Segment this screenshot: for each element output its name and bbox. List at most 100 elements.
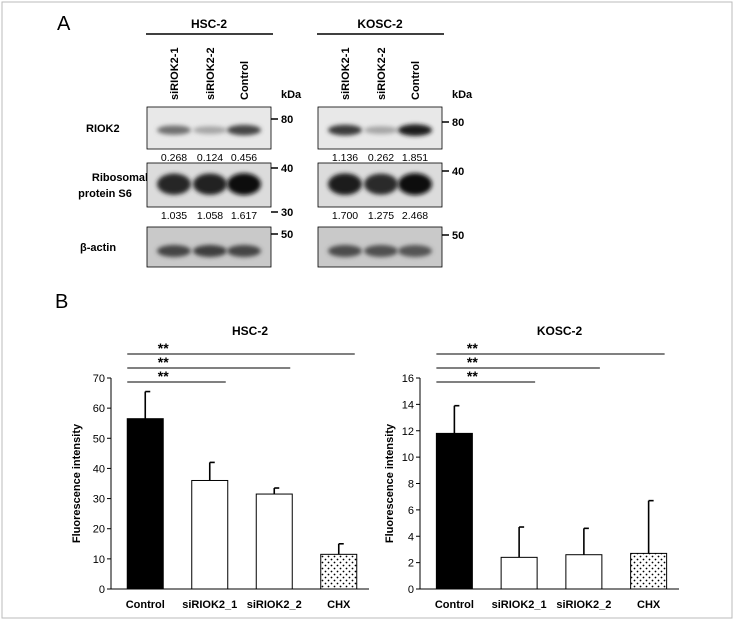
lane-label: Control bbox=[410, 61, 422, 100]
y-tick-label: 14 bbox=[402, 399, 414, 411]
kda-marker: 50 bbox=[281, 229, 293, 241]
blot-band bbox=[157, 245, 191, 257]
significance-label: ** bbox=[467, 340, 478, 356]
category-label: siRIOK2_1 bbox=[182, 599, 237, 611]
band-quantification: 1.035 bbox=[161, 210, 187, 222]
protein-label: Ribosomal bbox=[92, 172, 148, 184]
significance-label: ** bbox=[158, 368, 169, 384]
kda-marker: 40 bbox=[281, 163, 293, 175]
blot-band bbox=[398, 245, 432, 257]
lane-label: siRIOK2-1 bbox=[340, 47, 352, 100]
significance-label: ** bbox=[158, 340, 169, 356]
blot-band bbox=[193, 126, 227, 134]
y-tick-label: 50 bbox=[93, 433, 105, 445]
blot-band bbox=[328, 173, 362, 195]
y-tick-label: 20 bbox=[93, 524, 105, 536]
bar bbox=[565, 554, 603, 590]
band-quantification: 0.456 bbox=[231, 152, 257, 164]
bar bbox=[500, 556, 538, 590]
significance-label: ** bbox=[467, 354, 478, 370]
lane-label: Control bbox=[239, 61, 251, 100]
band-quantification: 1.851 bbox=[402, 152, 428, 164]
y-tick-label: 16 bbox=[402, 373, 414, 385]
protein-label: protein S6 bbox=[78, 188, 132, 200]
blot-band bbox=[227, 173, 261, 196]
blot-band bbox=[328, 124, 362, 136]
y-tick-label: 60 bbox=[93, 403, 105, 415]
panel-b-label: B bbox=[55, 291, 68, 313]
y-tick-label: 4 bbox=[408, 531, 414, 543]
bar-chart: KOSC-2 0 2 4 6 8 10 12 14 16 Fluorescence intensit… bbox=[384, 324, 679, 611]
band-quantification: 1.700 bbox=[332, 210, 358, 222]
band-quantification: 1.058 bbox=[197, 210, 223, 222]
band-quantification: 1.617 bbox=[231, 210, 257, 222]
band-quantification: 2.468 bbox=[402, 210, 428, 222]
panel-a-label: A bbox=[57, 13, 71, 35]
lane-label: siRIOK2-2 bbox=[376, 47, 388, 100]
band-quantification: 0.124 bbox=[197, 152, 223, 164]
blot-band bbox=[328, 245, 362, 257]
category-label: CHX bbox=[637, 599, 661, 611]
chart-title: KOSC-2 bbox=[537, 324, 583, 338]
blot-band bbox=[193, 173, 227, 195]
y-tick-label: 12 bbox=[402, 426, 414, 438]
bar-chart: HSC-2 0 10 20 30 40 50 60 70 Fluorescence intensi… bbox=[71, 324, 369, 611]
blot-band bbox=[364, 173, 398, 195]
blot-band bbox=[398, 124, 432, 136]
bar bbox=[191, 479, 229, 590]
blot-band bbox=[157, 125, 191, 135]
bar bbox=[435, 432, 473, 590]
kda-label: kDa bbox=[452, 89, 473, 101]
cell-line-header: HSC-2 bbox=[191, 17, 227, 31]
bar bbox=[255, 493, 293, 590]
protein-label: β-actin bbox=[80, 242, 116, 254]
y-tick-label: 6 bbox=[408, 505, 414, 517]
y-tick-label: 8 bbox=[408, 479, 414, 491]
bar bbox=[630, 552, 668, 590]
y-tick-label: 30 bbox=[93, 494, 105, 506]
band-quantification: 1.275 bbox=[368, 210, 394, 222]
y-tick-label: 2 bbox=[408, 558, 414, 570]
kda-label: kDa bbox=[281, 89, 302, 101]
y-tick-label: 0 bbox=[408, 584, 414, 596]
protein-label: RIOK2 bbox=[86, 123, 120, 135]
y-tick-label: 10 bbox=[402, 452, 414, 464]
y-tick-label: 40 bbox=[93, 463, 105, 475]
cell-line-header: KOSC-2 bbox=[357, 17, 403, 31]
y-axis-label: Fluorescence intensity bbox=[71, 423, 83, 543]
category-label: Control bbox=[435, 599, 474, 611]
y-tick-label: 70 bbox=[93, 373, 105, 385]
category-label: siRIOK2_2 bbox=[247, 599, 302, 611]
category-label: CHX bbox=[327, 599, 351, 611]
band-quantification: 0.262 bbox=[368, 152, 394, 164]
y-axis-label: Fluorescence intensity bbox=[384, 423, 396, 543]
blot-band bbox=[364, 245, 398, 257]
blot-band bbox=[157, 173, 191, 195]
blot-band bbox=[227, 245, 261, 257]
category-label: siRIOK2_1 bbox=[492, 599, 547, 611]
significance-label: ** bbox=[158, 354, 169, 370]
kda-marker: 50 bbox=[452, 230, 464, 242]
bar bbox=[126, 418, 164, 590]
y-tick-label: 10 bbox=[93, 554, 105, 566]
blot-band bbox=[398, 173, 432, 196]
blot-band bbox=[364, 126, 398, 134]
band-quantification: 1.136 bbox=[332, 152, 358, 164]
category-label: Control bbox=[126, 599, 165, 611]
lane-label: siRIOK2-2 bbox=[205, 47, 217, 100]
band-quantification: 0.268 bbox=[161, 152, 187, 164]
blot-band bbox=[193, 245, 227, 257]
western-blot-panel: HSC-2 siRIOK2-1 siRIOK2-2 Control kDa RIOK2 0.… bbox=[78, 17, 473, 268]
category-label: siRIOK2_2 bbox=[556, 599, 611, 611]
y-tick-label: 0 bbox=[99, 584, 105, 596]
kda-marker: 40 bbox=[452, 166, 464, 178]
significance-label: ** bbox=[467, 368, 478, 384]
kda-marker: 80 bbox=[281, 114, 293, 126]
kda-marker: 80 bbox=[452, 117, 464, 129]
chart-title: HSC-2 bbox=[232, 324, 268, 338]
lane-label: siRIOK2-1 bbox=[169, 47, 181, 100]
